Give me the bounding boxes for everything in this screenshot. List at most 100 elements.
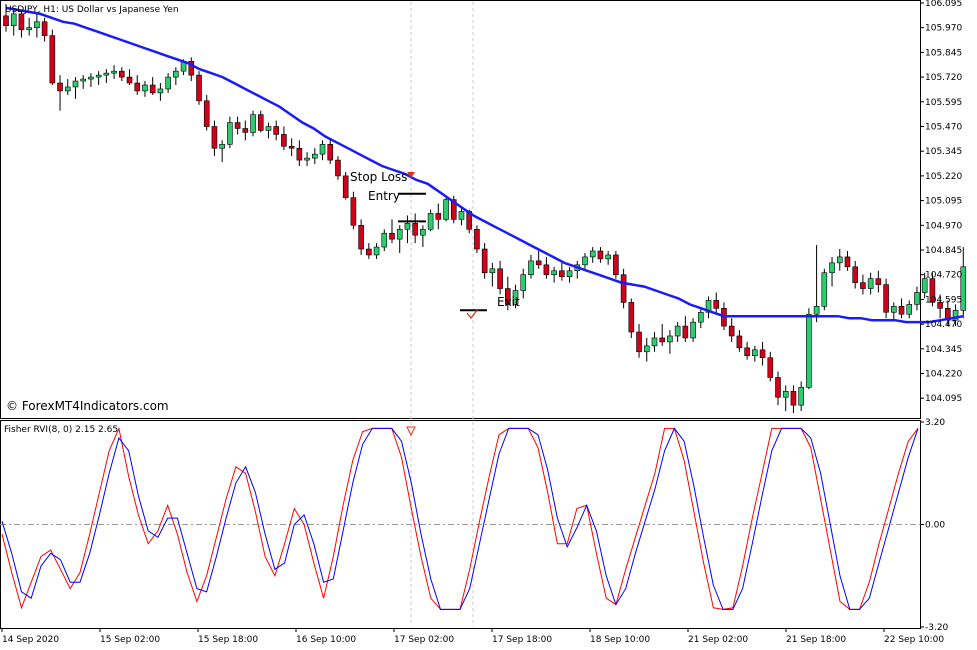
price-tick-label: 104.095 <box>925 394 962 404</box>
candle-body <box>435 213 442 220</box>
entry-label: Entry <box>368 189 400 203</box>
candle-body <box>551 270 557 276</box>
price-tick-label: 104.720 <box>925 271 962 281</box>
candle-body <box>211 126 218 149</box>
candle-body <box>852 266 859 283</box>
candle-body <box>304 157 310 161</box>
candle-body <box>420 228 426 236</box>
candle-body <box>88 76 94 80</box>
candle-body <box>914 292 920 305</box>
candle-body <box>659 337 666 343</box>
candle-body <box>126 76 133 84</box>
candle-body <box>775 377 781 398</box>
candle-body <box>667 335 673 343</box>
candle-body <box>373 246 380 256</box>
price-tick-label: 105.970 <box>925 24 962 34</box>
price-tick-label: 104.220 <box>925 370 962 380</box>
candle-body <box>890 306 897 313</box>
symbol-caption: USDJPY, H1: US Dollar vs Japanese Yen <box>5 5 179 15</box>
candle-body <box>620 274 627 303</box>
candle-body <box>404 223 411 230</box>
candle-body <box>628 302 635 333</box>
candle-body <box>504 288 511 305</box>
candle-body <box>157 88 164 94</box>
price-tick-label: 105.345 <box>925 147 962 157</box>
candle-body <box>520 274 527 291</box>
indicator-tick-label: -3.20 <box>925 623 949 633</box>
candle-body <box>49 35 56 84</box>
candle-body <box>860 282 866 289</box>
candle-body <box>674 325 681 337</box>
candle-body <box>821 272 828 307</box>
candle-body <box>366 248 372 256</box>
candle-body <box>18 13 25 30</box>
candle-body <box>782 391 789 398</box>
candle-body <box>535 260 542 266</box>
price-tick-label: 105.595 <box>925 98 962 108</box>
candle-body <box>188 60 195 76</box>
candle-body <box>389 232 395 240</box>
time-tick-label: 17 Sep 18:00 <box>492 635 552 645</box>
candle-body <box>605 254 611 260</box>
candle-body <box>327 143 334 161</box>
candle-body <box>311 153 318 159</box>
candle-body <box>358 225 364 250</box>
candle-body <box>95 74 102 78</box>
candle-body <box>396 228 403 240</box>
time-tick-label: 15 Sep 18:00 <box>198 635 258 645</box>
candle-body <box>80 78 86 82</box>
candle-body <box>744 347 750 357</box>
candle-body <box>906 304 913 315</box>
price-tick-label: 104.845 <box>925 246 962 256</box>
price-pane-frame <box>0 0 921 419</box>
candle-body <box>34 21 40 28</box>
price-tick-label: 104.345 <box>925 345 962 355</box>
candle-body <box>651 337 658 347</box>
candle-body <box>119 70 125 78</box>
candle-body <box>203 100 210 127</box>
candle-body <box>257 114 264 131</box>
time-tick-label: 17 Sep 02:00 <box>394 635 454 645</box>
sell-arrow-icon <box>407 172 415 178</box>
candle-body <box>41 21 48 36</box>
candle-body <box>149 84 156 94</box>
candle-body <box>412 223 418 236</box>
candle-body <box>697 311 704 323</box>
candle-body <box>497 268 503 289</box>
candle-body <box>10 13 17 27</box>
indicator-caption: Fisher RVI(8, 0) 2.15 2.65 <box>4 425 118 435</box>
candle-body <box>234 122 241 129</box>
candle-body <box>64 86 71 92</box>
candle-body <box>165 76 171 90</box>
trigger-line <box>1 427 919 610</box>
candle-body <box>813 306 820 315</box>
candle-body <box>196 74 202 102</box>
candle-body <box>443 199 449 220</box>
candle-body <box>335 159 341 177</box>
candle-body <box>319 143 326 155</box>
time-tick-label: 21 Sep 02:00 <box>688 635 748 645</box>
candle-body <box>759 349 766 359</box>
candle-body <box>929 278 936 303</box>
indicator-tick-label: 3.20 <box>925 418 945 428</box>
candle-body <box>752 349 758 357</box>
candle-body <box>559 270 565 277</box>
candle-body <box>512 290 519 305</box>
time-tick-label: 22 Sep 10:00 <box>884 635 944 645</box>
candle-body <box>566 270 573 277</box>
candle-body <box>875 278 882 285</box>
candle-body <box>921 278 928 293</box>
candle-body <box>342 175 349 198</box>
candle-body <box>134 82 141 92</box>
candle-body <box>288 145 295 149</box>
price-tick-label: 105.470 <box>925 123 962 133</box>
price-tick-label: 105.720 <box>925 73 962 83</box>
candle-body <box>3 15 9 27</box>
candle-body <box>613 254 619 276</box>
candle-body <box>265 126 272 131</box>
price-tick-label: 106.095 <box>925 0 962 9</box>
signal-arrow-icon <box>406 426 416 437</box>
candle-body <box>767 357 774 378</box>
candle-body <box>528 260 534 276</box>
